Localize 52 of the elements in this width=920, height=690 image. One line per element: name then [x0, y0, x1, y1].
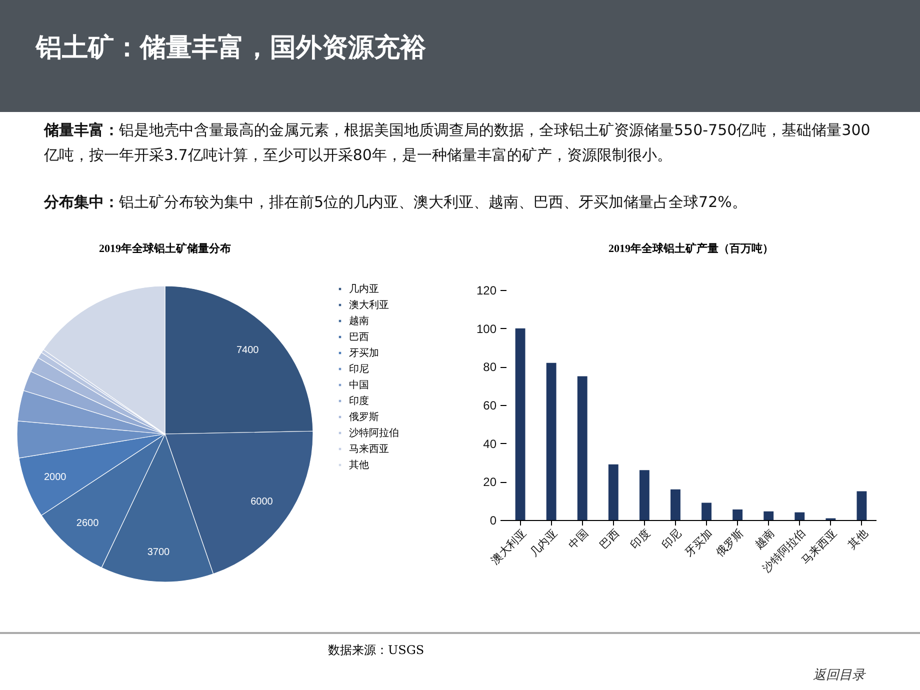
- bar: [577, 376, 588, 520]
- bar: [670, 489, 680, 520]
- data-label: 7400: [236, 344, 260, 356]
- text: 返回目录: [813, 667, 865, 684]
- x-tick-label: 中国: [566, 526, 591, 552]
- data-label: 2000: [44, 472, 67, 483]
- y-tick-label: 120: [476, 284, 497, 298]
- legend-label: 印度: [349, 395, 369, 407]
- chart-title: 2019年全球铝土矿产量（百万吨）: [608, 242, 774, 255]
- x-tick-label: 印尼: [659, 526, 684, 552]
- legend-label: 几内亚: [349, 283, 379, 295]
- text: 储量丰富：铝是地壳中含量最高的金属元素，根据美国地质调查局的数据，全球铝土矿资源储量550-750亿吨，基础储量300亿吨，按一年开采3.7亿吨计算，至少可以开采80年，是一种储量丰富的矿产，资源限制很小。: [44, 120, 872, 166]
- legend-label: 越南: [349, 315, 369, 327]
- bar: [764, 511, 774, 520]
- y-tick-label: 0: [490, 514, 497, 528]
- legend-label: 巴西: [349, 332, 369, 343]
- bar: [702, 502, 712, 520]
- x-tick-label: 几内亚: [527, 526, 560, 560]
- legend-label: 其他: [349, 459, 369, 471]
- x-tick-label: 巴西: [598, 528, 622, 552]
- legend-label: 印尼: [349, 363, 369, 375]
- bar: [856, 491, 867, 520]
- bar: [608, 464, 618, 520]
- chart-title: 2019年全球铝土矿储量分布: [99, 242, 231, 255]
- y-tick-label: 40: [483, 436, 497, 451]
- bar: [546, 362, 556, 520]
- text: 分布集中：铝土矿分布较为集中，排在前5位的几内亚、澳大利亚、越南、巴西、牙买加储量占全球72%。: [44, 192, 748, 213]
- data-label: 3700: [147, 546, 170, 558]
- x-tick-label: 俄罗斯: [714, 526, 746, 560]
- legend-label: 俄罗斯: [349, 411, 379, 423]
- bar: [794, 512, 805, 520]
- data-label: 2600: [76, 518, 100, 530]
- legend-label: 牙买加: [349, 347, 379, 359]
- x-tick-label: 澳大利亚: [488, 526, 529, 568]
- y-tick-label: 20: [483, 475, 497, 490]
- legend-label: 马来西亚: [349, 443, 389, 455]
- legend-label: 沙特阿拉伯: [349, 427, 399, 439]
- x-tick-label: 越南: [752, 526, 778, 552]
- y-tick-label: 100: [476, 322, 497, 336]
- x-tick-label: 印度: [628, 526, 653, 552]
- legend-label: 澳大利亚: [349, 299, 389, 311]
- y-tick-label: 60: [483, 398, 497, 412]
- x-tick-label: 牙买加: [682, 526, 716, 560]
- legend-label: 中国: [349, 379, 369, 391]
- text: 铝土矿：储量丰富，国外资源充裕: [36, 32, 426, 65]
- x-tick-label: 其他: [845, 526, 870, 552]
- bar: [515, 328, 526, 520]
- bar: [732, 509, 743, 520]
- y-tick-label: 80: [483, 360, 497, 374]
- source-note: 数据来源：USGS: [328, 642, 424, 659]
- data-label: 6000: [250, 496, 274, 508]
- bar: [639, 470, 650, 520]
